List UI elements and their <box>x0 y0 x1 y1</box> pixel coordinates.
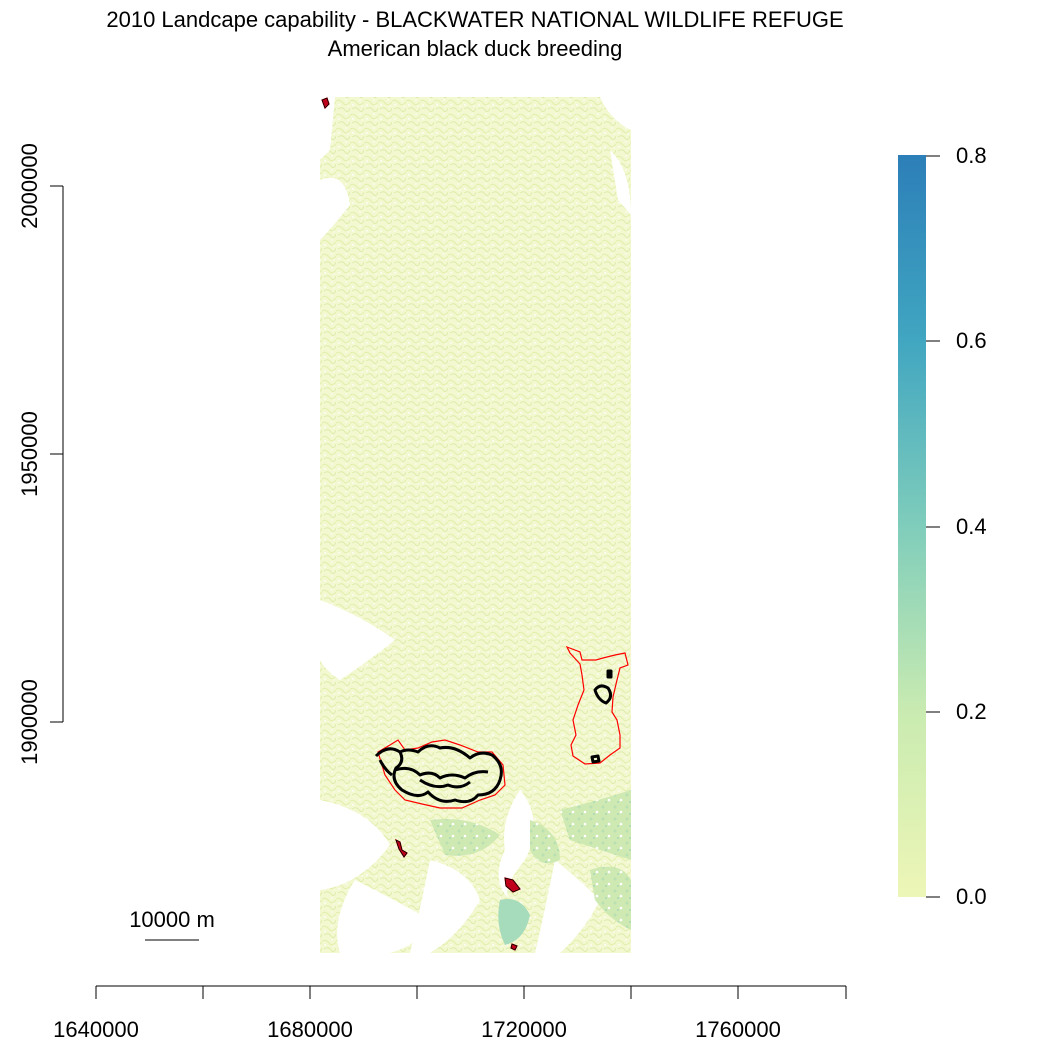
x-tick-label: 1680000 <box>267 1017 353 1042</box>
x-tick-label: 1640000 <box>53 1017 139 1042</box>
legend-label: 0.0 <box>956 884 987 909</box>
y-tick-label: 1900000 <box>17 679 42 765</box>
y-axis <box>50 185 64 723</box>
legend-label: 0.8 <box>956 143 987 168</box>
legend-colorbar <box>898 155 940 898</box>
y-tick-label: 1950000 <box>17 411 42 497</box>
refuge-fragments <box>321 97 521 951</box>
raster-layer <box>320 97 631 953</box>
x-axis <box>95 985 847 999</box>
legend-label: 0.4 <box>956 514 987 539</box>
core-area-outlines <box>374 669 613 804</box>
y-tick-label: 2000000 <box>17 143 42 229</box>
map-subtitle: American black duck breeding <box>327 36 623 61</box>
x-tick-label: 1760000 <box>695 1017 781 1042</box>
legend-label: 0.6 <box>956 328 987 353</box>
legend-label: 0.2 <box>956 699 987 724</box>
scale-bar-label: 10000 m <box>129 907 215 932</box>
x-tick-label: 1720000 <box>481 1017 567 1042</box>
map-title: 2010 Landcape capability - BLACKWATER NA… <box>106 7 844 32</box>
